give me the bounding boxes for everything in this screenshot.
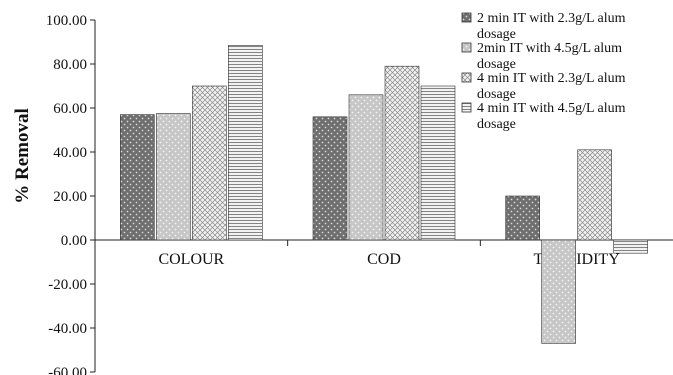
legend-label: 4 min IT with 4.5g/L alum [477, 101, 626, 116]
bar-series-4-turbidity [613, 239, 648, 254]
bar-series-1-colour [120, 114, 155, 241]
bar-series-1-turbidity [505, 195, 540, 241]
bar-series-4-colour [228, 44, 263, 241]
bar-series-3-colour [192, 85, 227, 241]
y-tick-label: 60.00 [53, 101, 87, 117]
legend-swatch [461, 42, 472, 53]
legend-label: 4 min IT with 2.3g/L alum [477, 71, 626, 86]
y-tick-label: 0.00 [61, 233, 87, 249]
y-tick-label: 40.00 [53, 145, 87, 161]
bars [120, 44, 648, 344]
legend-swatch [461, 12, 472, 23]
y-tick-label: -60.00 [48, 365, 87, 375]
legend-label-continued: dosage [477, 117, 516, 132]
bar-series-3-turbidity [577, 149, 612, 241]
bar-series-3-cod [384, 65, 420, 241]
legend-label-continued: dosage [477, 87, 516, 102]
bar-series-1-cod [312, 116, 348, 241]
legend-label: 2 min IT with 2.3g/L alum [477, 11, 626, 26]
bar-series-4-cod [420, 85, 456, 241]
y-tick-label: -40.00 [48, 321, 87, 337]
x-category-label: COD [367, 251, 401, 268]
y-tick-label: 100.00 [46, 13, 87, 29]
legend-swatch [461, 102, 472, 113]
y-tick-label: -20.00 [48, 277, 87, 293]
y-tick-label: 80.00 [53, 57, 87, 73]
y-axis-ticks: -60.00 -40.00 -20.00 0.00 20.00 40.00 60.00 80.… [46, 13, 95, 375]
legend-label-continued: dosage [477, 57, 516, 72]
legend-swatch [461, 72, 472, 83]
legend-label: 2min IT with 4.5g/L alum [477, 41, 622, 56]
y-axis-label: % Removal [12, 108, 33, 204]
bar-series-2-colour [156, 113, 191, 241]
bar-series-2-cod [348, 94, 384, 241]
bar-series-2-turbidity [541, 239, 576, 344]
legend-label-continued: dosage [477, 27, 516, 42]
y-tick-label: 20.00 [53, 189, 87, 205]
x-category-label: COLOUR [158, 251, 224, 268]
